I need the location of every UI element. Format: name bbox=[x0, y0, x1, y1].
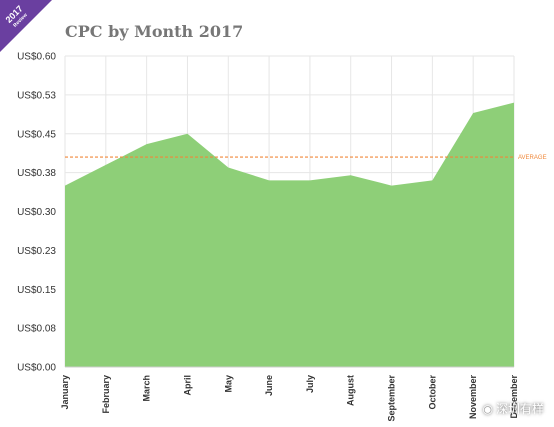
y-tick-label: US$0.15 bbox=[17, 285, 56, 296]
watermark-text: 深圳有样 bbox=[495, 402, 544, 416]
y-axis: US$0.00 US$0.08 US$0.15 US$0.23 US$0.30 US$0.… bbox=[17, 52, 56, 374]
x-tick-label: September bbox=[387, 375, 397, 422]
x-tick-label: April bbox=[182, 375, 192, 396]
x-tick-label: January bbox=[60, 375, 70, 410]
x-tick-label: November bbox=[468, 375, 478, 420]
x-tick-label: August bbox=[346, 375, 356, 406]
average-layer: AVERAGE bbox=[65, 155, 547, 161]
area-layer bbox=[64, 102, 515, 368]
y-tick-label: US$0.00 bbox=[17, 363, 56, 374]
review-badge: 2017 Review bbox=[0, 0, 52, 52]
x-tick-label: May bbox=[223, 375, 233, 393]
y-tick-label: US$0.53 bbox=[17, 90, 56, 101]
x-tick-label: December bbox=[509, 375, 519, 419]
x-axis: January February March April May June July Augu… bbox=[60, 366, 519, 422]
y-tick-label: US$0.60 bbox=[17, 52, 56, 63]
wechat-icon: ◉ bbox=[482, 401, 493, 416]
average-label: AVERAGE bbox=[518, 155, 547, 161]
y-tick-label: US$0.45 bbox=[17, 129, 56, 140]
x-tick-label: June bbox=[264, 375, 274, 396]
x-tick-label: February bbox=[101, 375, 111, 414]
watermark: ◉ 深圳有样 bbox=[483, 400, 545, 417]
cpc-area bbox=[65, 102, 514, 368]
y-tick-label: US$0.23 bbox=[17, 246, 56, 257]
y-tick-label: US$0.38 bbox=[17, 168, 56, 179]
x-tick-label: July bbox=[305, 375, 315, 393]
x-tick-label: October bbox=[427, 375, 437, 410]
y-tick-label: US$0.30 bbox=[17, 207, 56, 218]
chart-title: CPC by Month 2017 bbox=[65, 22, 244, 41]
y-tick-label: US$0.08 bbox=[17, 324, 56, 335]
badge-triangle bbox=[0, 0, 52, 52]
x-tick-label: March bbox=[142, 375, 152, 402]
